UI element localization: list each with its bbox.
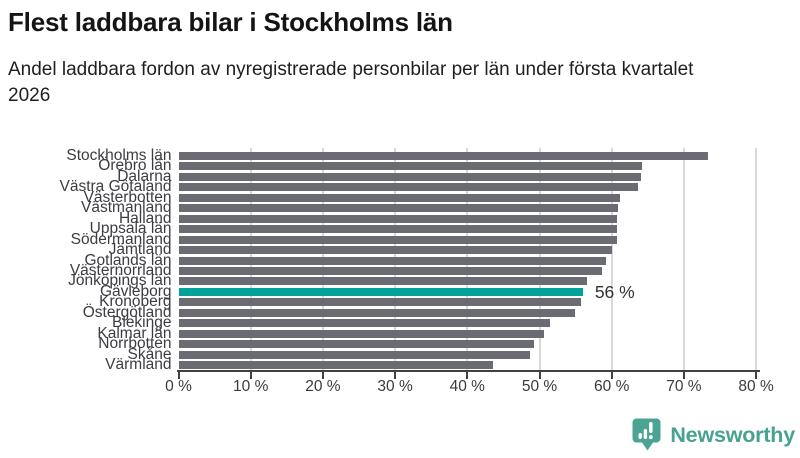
county-bar xyxy=(178,329,544,338)
highlight-value-label: 56 % xyxy=(594,281,635,302)
chart-subtitle: Andel laddbara fordon av nyregistrerade … xyxy=(8,58,694,107)
county-label: Värmland xyxy=(105,356,172,373)
county-label: Kronoberg xyxy=(99,293,172,311)
county-label: Västmanland xyxy=(81,199,172,217)
county-bar xyxy=(178,308,575,317)
x-tick-label: 10 % xyxy=(233,378,269,395)
county-bar xyxy=(178,361,493,369)
county-label: Örebro län xyxy=(98,157,172,175)
county-label: Kalmar län xyxy=(97,324,172,342)
county-bar xyxy=(178,246,613,255)
gridline xyxy=(682,148,685,370)
x-tick-label: 50 % xyxy=(521,378,558,395)
x-axis-tick xyxy=(610,372,613,379)
county-bar xyxy=(178,298,581,307)
county-label: Östergötland xyxy=(82,303,172,321)
x-axis-tick xyxy=(394,372,397,379)
newsworthy-logo-icon xyxy=(632,418,661,451)
x-axis-line xyxy=(176,370,761,372)
county-label: Skåne xyxy=(127,345,172,363)
county-bar xyxy=(178,350,531,359)
county-bar xyxy=(178,193,620,202)
county-bar xyxy=(178,225,617,234)
x-tick-label: 60 % xyxy=(594,378,630,395)
x-tick-label: 30 % xyxy=(377,378,413,395)
county-bar xyxy=(178,340,534,349)
x-tick-label: 80 % xyxy=(738,378,774,395)
gridline xyxy=(755,148,758,370)
county-label: Dalarna xyxy=(117,167,172,185)
county-label: Västernorrland xyxy=(69,261,172,279)
x-tick-label: 40 % xyxy=(449,378,485,395)
county-label: Jönköpings län xyxy=(68,272,172,290)
county-bar xyxy=(178,287,583,296)
newsworthy-brand: Newsworthy xyxy=(631,416,795,454)
county-bar xyxy=(178,214,617,223)
x-axis-tick xyxy=(538,372,541,379)
county-label: Södermanland xyxy=(70,230,172,248)
x-axis-tick xyxy=(682,372,685,379)
gridline xyxy=(610,148,613,370)
county-label: Uppsala län xyxy=(89,220,172,238)
brand-name: Newsworthy xyxy=(670,422,795,447)
county-bar xyxy=(178,183,639,192)
county-bar xyxy=(178,277,588,286)
chart-title: Flest laddbara bilar i Stockholms län xyxy=(8,7,453,37)
x-tick-label: 20 % xyxy=(305,378,341,395)
x-axis-tick xyxy=(321,372,324,379)
county-label: Gävleborg xyxy=(99,282,172,300)
x-tick-label: 0 % xyxy=(165,378,192,395)
county-bar xyxy=(178,172,641,181)
county-bar xyxy=(178,266,603,275)
county-bar xyxy=(178,152,708,160)
county-bar xyxy=(178,319,550,328)
county-label: Västra Götaland xyxy=(59,178,172,196)
county-bar xyxy=(178,162,643,171)
x-tick-label: 70 % xyxy=(666,378,702,395)
county-label: Västerbotten xyxy=(83,188,172,206)
county-label: Halland xyxy=(118,209,172,227)
county-label: Norrbotten xyxy=(98,335,172,353)
county-label: Jämtland xyxy=(108,241,172,259)
x-axis-tick xyxy=(177,372,180,379)
x-axis-tick xyxy=(466,372,469,379)
county-label: Gotlands län xyxy=(84,251,172,269)
x-axis-tick xyxy=(249,372,252,379)
x-axis-tick xyxy=(755,372,758,379)
county-bar xyxy=(178,235,617,244)
county-label: Stockholms län xyxy=(66,147,172,164)
county-bar xyxy=(178,204,619,213)
county-label: Blekinge xyxy=(112,314,172,332)
county-bar xyxy=(178,256,606,265)
bar-chart: Stockholms län Örebro län Dalarna Västra Gö… xyxy=(0,8,800,458)
